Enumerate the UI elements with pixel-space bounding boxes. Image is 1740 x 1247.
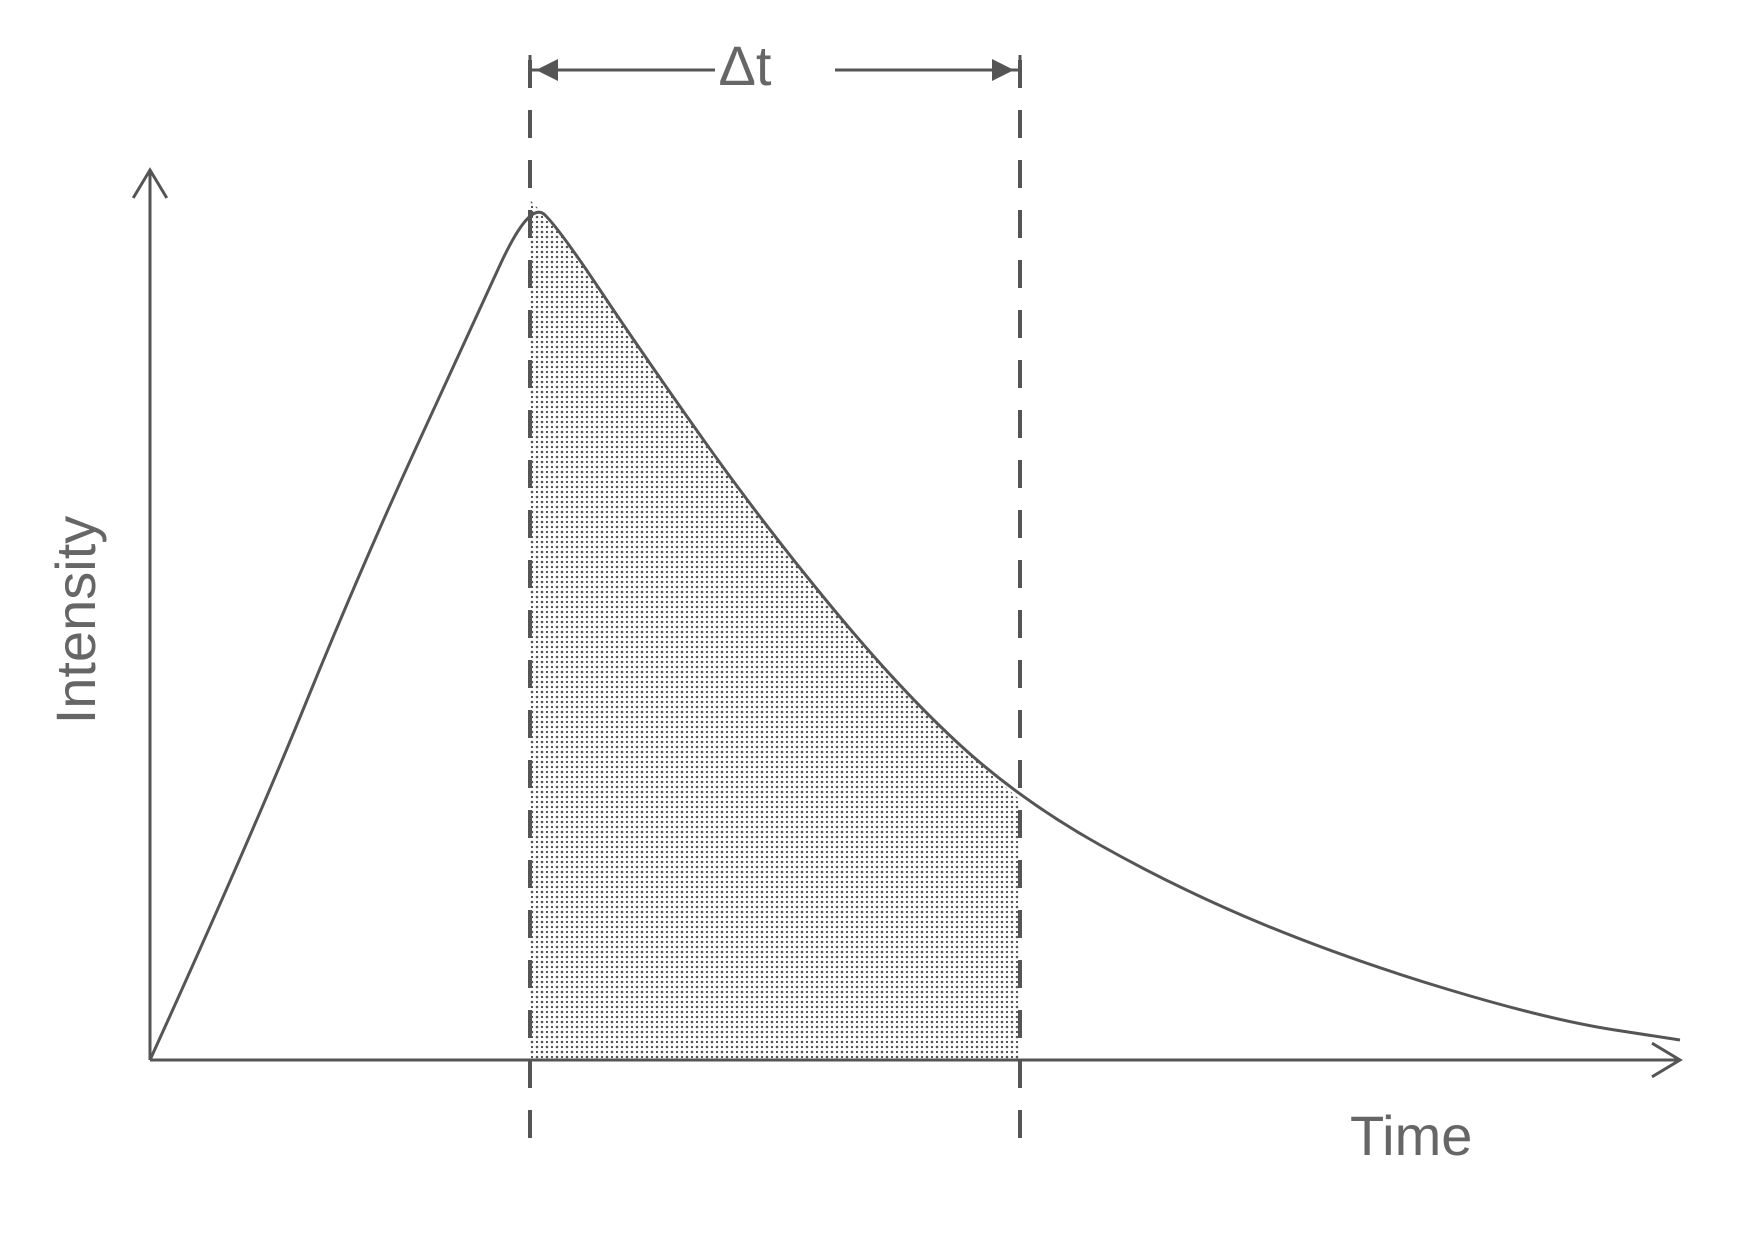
delta-t-bracket: [530, 55, 1020, 85]
shaded-area: [530, 200, 1020, 1060]
delta-t-label: Δt: [719, 34, 772, 97]
diagram-container: Intensity Time Δt: [0, 0, 1740, 1247]
y-axis-label: Intensity: [44, 516, 107, 725]
x-axis-label: Time: [1350, 1104, 1472, 1167]
intensity-time-diagram: Intensity Time Δt: [0, 0, 1740, 1247]
